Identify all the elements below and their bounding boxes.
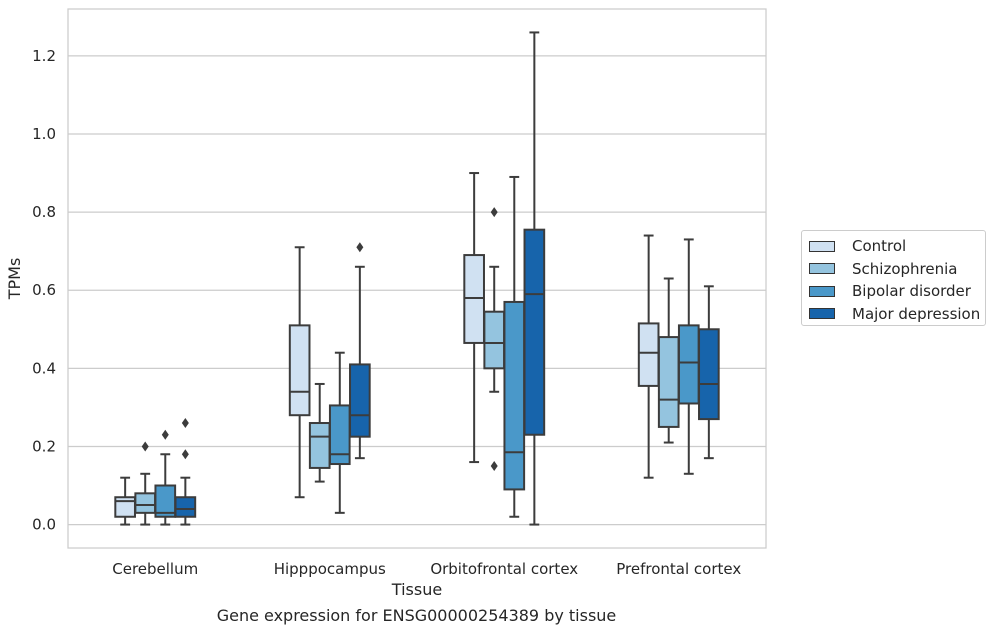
x-tick-label: Orbitofrontal cortex bbox=[430, 560, 578, 578]
x-tick-label: Prefrontal cortex bbox=[616, 560, 741, 578]
y-tick-label: 0.0 bbox=[32, 516, 56, 534]
legend-item: Bipolar disorder bbox=[808, 280, 985, 303]
y-axis-ticks: 0.0 0.2 0.4 0.6 0.8 1.0 1.2 bbox=[32, 47, 56, 534]
legend-swatch bbox=[809, 308, 835, 320]
y-tick-label: 0.2 bbox=[32, 437, 56, 455]
figure-caption: Gene expression for ENSG00000254389 by t… bbox=[216, 606, 617, 625]
box-schizophrenia bbox=[134, 492, 157, 514]
outlier-point bbox=[161, 429, 169, 440]
legend-swatch bbox=[809, 263, 835, 275]
box-major-depression bbox=[349, 363, 371, 438]
outlier-point bbox=[490, 460, 498, 471]
box-major-depression bbox=[698, 328, 720, 421]
legend-label: Bipolar disorder bbox=[852, 282, 971, 301]
legend-swatch bbox=[809, 240, 835, 252]
box-bipolar-disorder bbox=[503, 300, 526, 491]
outlier-point bbox=[181, 418, 189, 429]
legend: Control Schizophrenia Bipolar disorder Majo… bbox=[801, 230, 986, 326]
legend-item: Control bbox=[808, 235, 985, 258]
legend-swatch bbox=[809, 285, 835, 297]
outlier-point bbox=[490, 207, 498, 218]
legend-label: Major depression bbox=[852, 304, 981, 323]
legend-item: Schizophrenia bbox=[808, 258, 985, 281]
y-tick-label: 0.4 bbox=[32, 359, 56, 377]
box-schizophrenia bbox=[308, 422, 331, 469]
outlier-point bbox=[356, 242, 364, 253]
box-schizophrenia bbox=[657, 336, 680, 428]
x-axis-ticks: Cerebellum Hipppocampus Orbitofrontal cort… bbox=[112, 560, 741, 578]
outlier-point bbox=[181, 449, 189, 460]
outlier-point bbox=[141, 441, 149, 452]
legend-label: Schizophrenia bbox=[852, 259, 958, 278]
y-axis-label: TPMs bbox=[5, 258, 24, 301]
legend-item: Major depression bbox=[808, 303, 985, 326]
y-tick-label: 0.8 bbox=[32, 203, 56, 221]
box-major-depression bbox=[174, 496, 197, 518]
box-bipolar-disorder bbox=[677, 324, 700, 405]
x-tick-label: Cerebellum bbox=[112, 560, 198, 578]
box-plot-marks bbox=[114, 31, 720, 526]
plot-frame bbox=[67, 8, 767, 549]
x-tick-label: Hipppocampus bbox=[274, 560, 386, 578]
y-tick-label: 0.6 bbox=[32, 281, 56, 299]
gridlines bbox=[68, 55, 766, 526]
box-control bbox=[288, 324, 311, 417]
box-schizophrenia bbox=[483, 310, 506, 370]
x-axis-label: Tissue bbox=[391, 580, 442, 599]
y-tick-label: 1.2 bbox=[32, 47, 56, 65]
box-major-depression bbox=[523, 228, 546, 436]
box-control bbox=[637, 322, 660, 387]
y-tick-label: 1.0 bbox=[32, 125, 56, 143]
legend-label: Control bbox=[852, 237, 907, 256]
